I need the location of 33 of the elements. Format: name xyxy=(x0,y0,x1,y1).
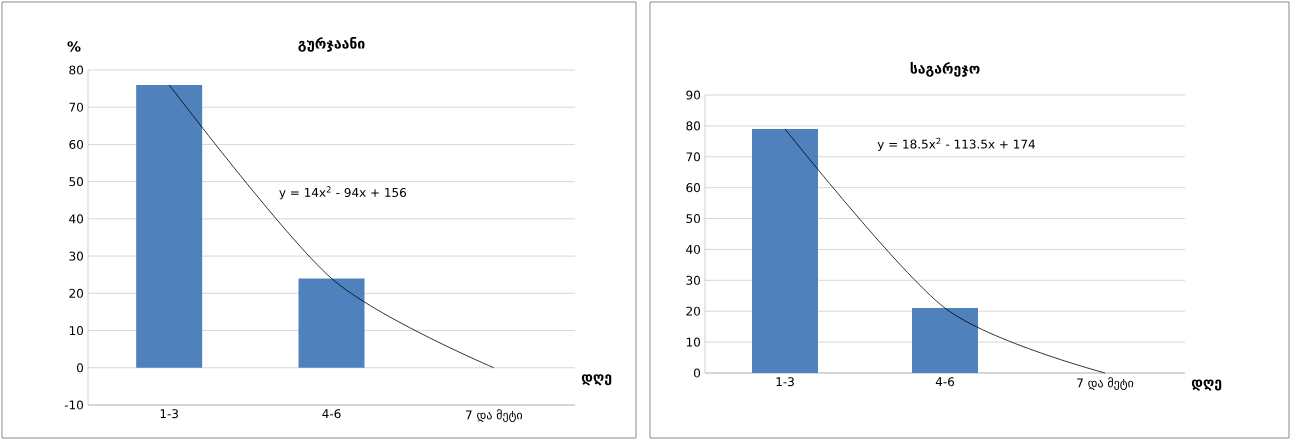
chart-title: გურჯაანი xyxy=(298,36,365,52)
y-tick-label: 70 xyxy=(686,152,701,162)
y-tick-label: 60 xyxy=(686,183,701,193)
x-tick-label: 1-3 xyxy=(776,377,794,387)
y-tick-label: 20 xyxy=(686,306,701,316)
y-tick-label: 30 xyxy=(686,275,701,285)
y-tick-label: 0 xyxy=(693,368,701,378)
x-tick-label: 4-6 xyxy=(935,377,955,387)
y-tick-label: 30 xyxy=(69,251,84,261)
y-tick-label: 40 xyxy=(69,214,84,224)
x-axis-title: დღე xyxy=(1191,379,1222,391)
x-tick-label: 4-6 xyxy=(322,409,341,419)
y-tick-label: 20 xyxy=(69,288,84,298)
y-tick-label: -10 xyxy=(64,400,84,410)
y-tick-label: 80 xyxy=(686,121,701,131)
y-tick-label: 10 xyxy=(69,326,84,336)
annotation: y = 18.5x$^{2}$ - 113.5x + 174 xyxy=(877,137,1035,151)
y-tick-label: 80 xyxy=(69,65,84,75)
chart-title: საგარეჯო xyxy=(910,61,980,77)
y-tick-label: 90 xyxy=(686,90,701,100)
x-tick-label: 7 და მეტი xyxy=(1077,377,1134,391)
x-tick-label: 7 და მეტი xyxy=(466,409,523,423)
y-axis-title: % xyxy=(67,41,81,52)
annotation: y = 14x$^{2}$ - 94x + 156 xyxy=(279,186,407,200)
x-tick-label: 1-3 xyxy=(160,409,179,419)
y-tick-label: 50 xyxy=(69,177,84,187)
y-tick-label: 50 xyxy=(686,214,701,224)
y-tick-label: 60 xyxy=(69,139,84,149)
x-axis-title: დღე xyxy=(581,374,612,386)
y-tick-label: 0 xyxy=(76,363,84,373)
y-tick-label: 70 xyxy=(69,102,84,112)
y-tick-label: 10 xyxy=(686,337,701,347)
y-tick-label: 40 xyxy=(686,244,701,254)
